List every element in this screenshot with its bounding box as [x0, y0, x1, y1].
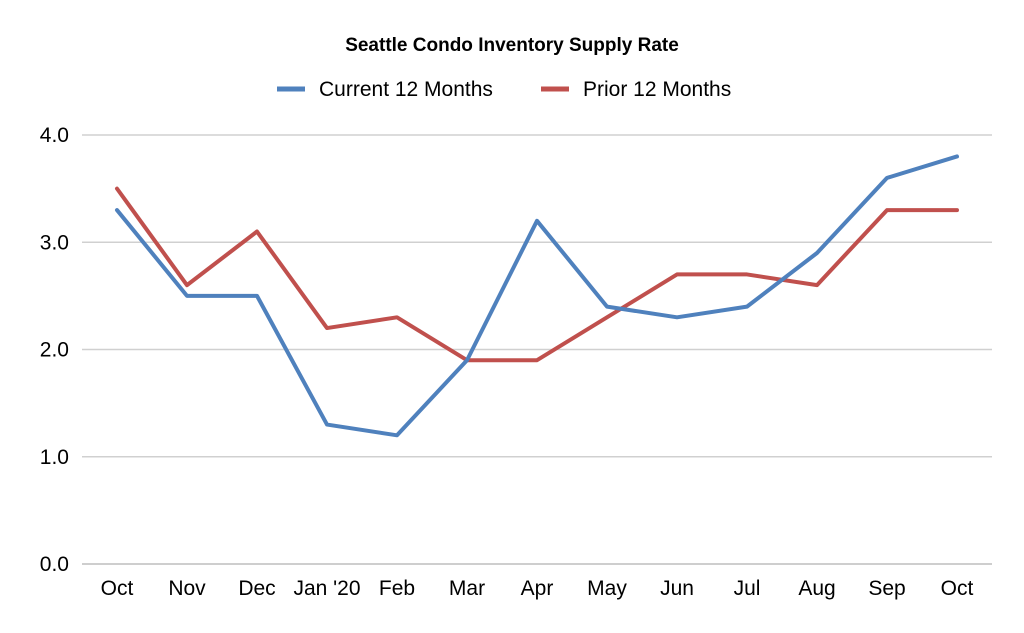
x-tick-label: Feb [379, 577, 415, 600]
x-tick-label: Apr [521, 577, 554, 600]
x-tick-label: Jun [660, 577, 694, 600]
series-line-prior [115, 186, 959, 363]
y-tick-label: 3.0 [40, 231, 69, 254]
grid-lines [82, 134, 992, 565]
x-tick-label: Oct [941, 577, 974, 600]
y-tick-label: 1.0 [40, 446, 69, 469]
x-tick-label: Jan '20 [293, 577, 360, 600]
x-tick-label: Oct [101, 577, 134, 600]
y-tick-label: 4.0 [40, 124, 69, 147]
x-axis-ticks: Oct Nov Dec Jan '20 Feb Mar Apr May Jun Jul Aug Sep… [101, 577, 974, 600]
x-tick-label: Nov [168, 577, 206, 600]
y-tick-label: 2.0 [40, 339, 69, 362]
series-line-current [115, 154, 959, 438]
x-tick-label: Aug [798, 577, 835, 600]
x-tick-label: Mar [449, 577, 485, 600]
x-tick-label: Dec [238, 577, 275, 600]
x-tick-label: Jul [734, 577, 761, 600]
legend-label-current: Current 12 Months [319, 78, 493, 101]
chart-title: Seattle Condo Inventory Supply Rate [345, 35, 679, 56]
y-tick-label: 0.0 [40, 553, 69, 576]
series-lines [115, 154, 959, 438]
legend: Current 12 Months Prior 12 Months [277, 78, 731, 101]
x-tick-label: May [587, 577, 627, 600]
legend-label-prior: Prior 12 Months [583, 78, 731, 101]
x-tick-label: Sep [868, 577, 905, 600]
y-axis-ticks: 0.0 1.0 2.0 3.0 4.0 [40, 124, 69, 576]
